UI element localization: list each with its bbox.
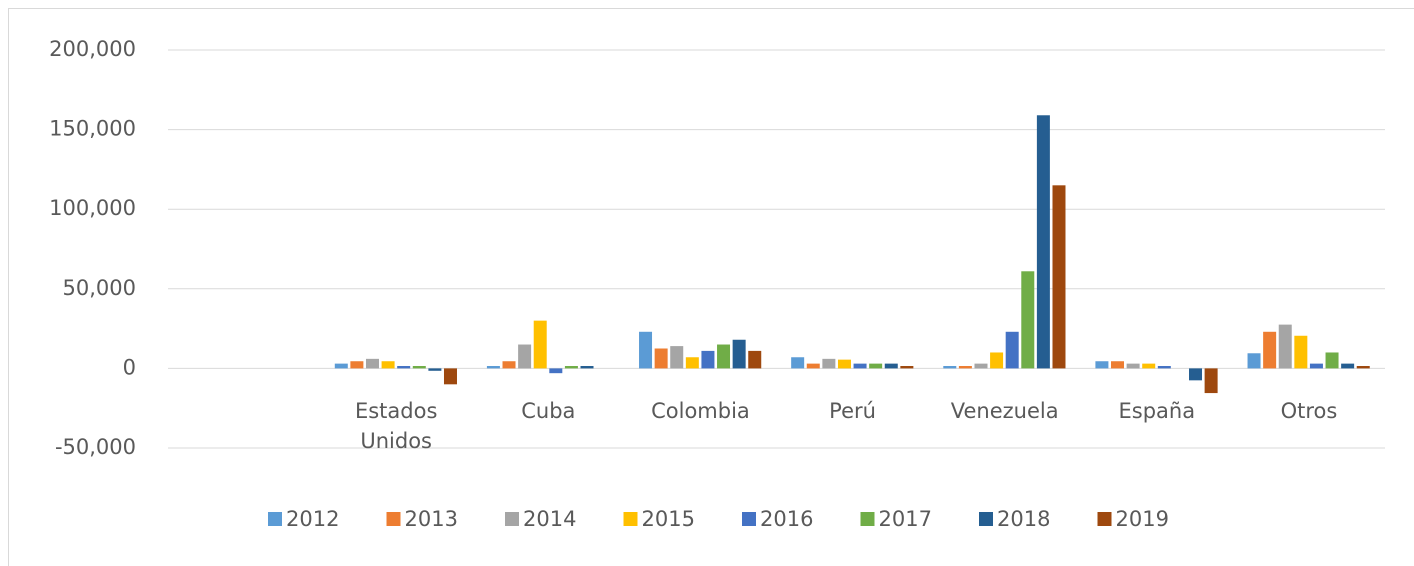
bar [486, 366, 500, 369]
bar [1036, 115, 1050, 369]
legend-label: 2012 [286, 507, 339, 531]
bar [502, 361, 516, 369]
x-tick-label: Cuba [521, 399, 576, 423]
bar [334, 363, 348, 369]
legend-label: 2019 [1116, 507, 1169, 531]
legend-swatch [268, 512, 282, 526]
bar [549, 368, 563, 374]
bar [884, 363, 898, 369]
x-tick-label: Colombia [651, 399, 750, 423]
x-tick-label: Perú [829, 399, 876, 423]
legend-label: 2017 [879, 507, 932, 531]
bar [1247, 353, 1261, 369]
legend-label: 2018 [997, 507, 1050, 531]
bar [381, 361, 395, 369]
bar [1294, 335, 1308, 369]
bar [1142, 363, 1156, 369]
y-tick-label: 100,000 [49, 196, 136, 220]
legend-swatch [505, 512, 519, 526]
y-tick-label: 0 [123, 355, 136, 379]
bar [1126, 363, 1140, 369]
bar [1263, 331, 1277, 369]
bar [580, 366, 594, 369]
bar [990, 352, 1004, 369]
bar [958, 366, 972, 369]
y-tick-label: 50,000 [63, 276, 136, 300]
bar [1052, 185, 1066, 369]
legend-swatch [623, 512, 638, 526]
legend-swatch [742, 512, 756, 526]
bar [900, 366, 914, 369]
legend-label: 2016 [760, 507, 813, 531]
bar [1204, 368, 1218, 394]
bar [1005, 331, 1019, 369]
bar [685, 357, 699, 369]
x-tick-label: Estados Unidos [354, 399, 438, 453]
bar [639, 331, 653, 369]
bar [1111, 361, 1125, 369]
legend-swatch [1097, 512, 1112, 526]
bar [350, 361, 364, 369]
bar [791, 357, 805, 369]
bar [1309, 363, 1323, 369]
bar [670, 346, 684, 369]
y-tick-label: -50,000 [55, 435, 136, 459]
bar [1021, 271, 1035, 369]
bar [1157, 366, 1171, 369]
bar [412, 366, 426, 369]
bar [943, 366, 957, 369]
bar [365, 358, 379, 369]
legend-label: 2013 [405, 507, 458, 531]
bar [869, 363, 883, 369]
bar [974, 363, 988, 369]
bar [1189, 368, 1203, 381]
y-tick-label: 150,000 [49, 117, 136, 141]
legend-swatch [979, 512, 993, 526]
x-tick-label: España [1118, 399, 1196, 423]
bar [837, 359, 851, 369]
bar [443, 368, 457, 385]
x-tick-label: Venezuela [950, 399, 1059, 423]
legend-swatch [386, 512, 401, 526]
bar [428, 368, 442, 371]
bar [1278, 324, 1292, 369]
bar [1341, 363, 1355, 369]
bar [717, 344, 731, 369]
bar [732, 339, 746, 369]
y-tick-label: 200,000 [49, 37, 136, 61]
bar [748, 350, 762, 369]
bar [654, 348, 668, 369]
bar [822, 358, 836, 369]
legend-label: 2014 [523, 507, 576, 531]
chart-border [8, 8, 1414, 566]
x-tick-label: Otros [1280, 399, 1338, 423]
bar [533, 320, 547, 369]
bar [564, 366, 578, 369]
bar [518, 344, 532, 369]
legend-label: 2015 [642, 507, 695, 531]
legend-swatch [860, 512, 875, 526]
bar [853, 363, 867, 369]
bar [397, 366, 411, 369]
bar [1325, 352, 1339, 369]
bar [701, 350, 715, 369]
bar [806, 363, 820, 369]
bar [1356, 366, 1370, 369]
bar [1095, 361, 1109, 369]
